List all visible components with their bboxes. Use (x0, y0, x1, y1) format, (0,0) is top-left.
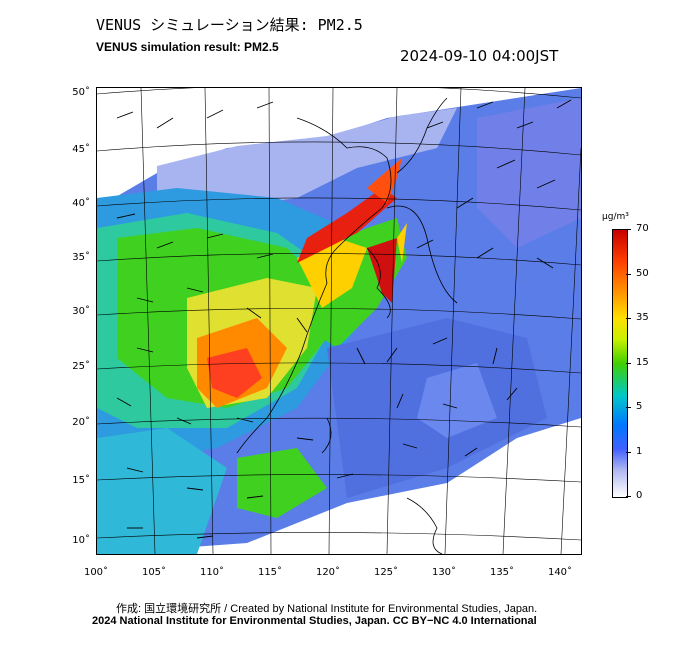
lat-label: 35˚ (72, 252, 90, 263)
credit-line-2: 2024 National Institute for Environmenta… (92, 615, 537, 627)
colorbar-unit: μg/m³ (602, 212, 629, 222)
lon-label: 125˚ (373, 567, 399, 578)
colorbar-label: 15 (636, 357, 649, 368)
graticule (97, 88, 581, 554)
lon-label: 130˚ (431, 567, 457, 578)
lon-label: 140˚ (547, 567, 573, 578)
lat-label: 30˚ (72, 306, 90, 317)
colorbar-label: 70 (636, 223, 649, 234)
coastlines (236, 97, 458, 554)
wind-vectors (116, 99, 572, 539)
colorbar-label: 1 (636, 446, 643, 457)
map-svg (97, 88, 581, 554)
lon-label: 110˚ (199, 567, 225, 578)
lat-label: 25˚ (72, 361, 90, 372)
lat-label: 10˚ (72, 535, 90, 546)
lon-label: 100˚ (83, 567, 109, 578)
lon-label: 135˚ (489, 567, 515, 578)
lat-label: 50˚ (72, 87, 90, 98)
lat-label: 15˚ (72, 475, 90, 486)
pm25-map[interactable] (96, 87, 582, 555)
lat-label: 40˚ (72, 198, 90, 209)
colorbar-label: 5 (636, 401, 643, 412)
title-ja: VENUS シミュレーション結果: PM2.5 (96, 16, 363, 34)
lat-label: 45˚ (72, 144, 90, 155)
lon-label: 115˚ (257, 567, 283, 578)
timestamp: 2024-09-10 04:00JST (400, 47, 559, 65)
credit-line-1: 作成: 国立環境研究所 / Created by National Instit… (116, 603, 538, 615)
colorbar-label: 35 (636, 312, 649, 323)
pm25-field (97, 88, 581, 554)
colorbar-label: 0 (636, 490, 643, 501)
lon-label: 105˚ (141, 567, 167, 578)
title-en: VENUS simulation result: PM2.5 (96, 40, 279, 54)
colorbar-label: 50 (636, 268, 649, 279)
lon-label: 120˚ (315, 567, 341, 578)
lat-label: 20˚ (72, 417, 90, 428)
